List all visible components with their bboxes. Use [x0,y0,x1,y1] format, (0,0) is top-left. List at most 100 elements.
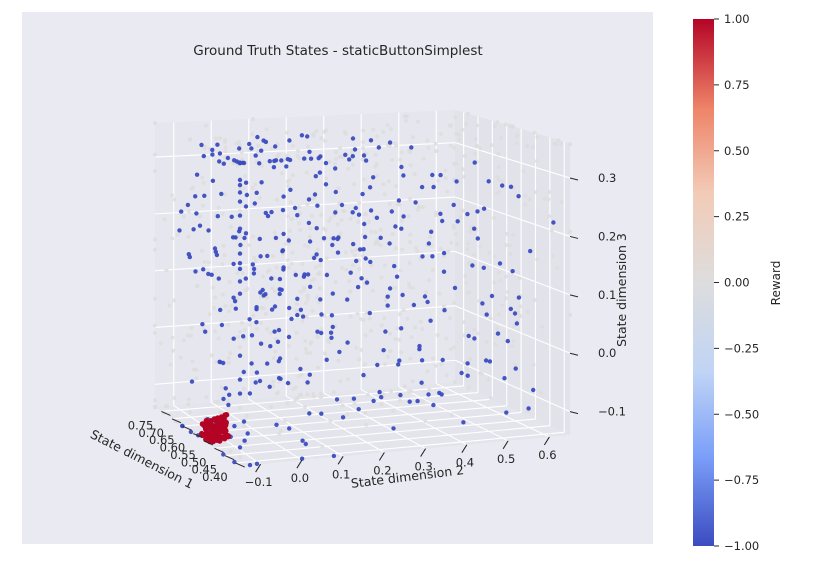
scatter-point [297,221,302,226]
scatter-point [497,261,503,266]
scatter-point [237,229,242,234]
scatter-point [363,256,368,261]
scatter-point [232,299,238,304]
scatter-point [527,197,532,202]
scatter-point [298,289,303,294]
scatter-point [556,138,561,143]
scatter-point [202,146,207,151]
scatter-point [394,184,398,189]
chart-title: Ground Truth States - staticButtonSimple… [193,43,482,59]
scatter-point [479,371,484,376]
scatter-point [395,326,400,331]
scatter-point [257,378,263,384]
z-tick [569,235,579,239]
scatter-point [254,461,260,466]
scatter-point [532,297,537,302]
scatter-point [382,192,387,197]
scatter-point [425,138,430,143]
scatter-point [511,324,516,329]
scatter-point [381,129,386,134]
scatter-point [418,319,423,324]
scatter-point [279,287,284,292]
scatter-point [472,160,477,165]
scatter-point [369,263,374,268]
scatter-point [448,347,453,352]
scatter-point [272,304,278,309]
scatter-point [393,224,398,229]
scatter-point [317,263,322,268]
scatter-point [299,456,305,461]
scatter-point [407,399,412,404]
scatter-point [302,156,307,161]
scatter-point [279,158,284,163]
scatter-point [217,151,223,156]
scatter-point [425,299,430,305]
scatter-point [355,284,361,290]
scatter-point [170,335,175,340]
scatter-point [362,212,367,217]
scatter-point [275,339,281,344]
scatter-point [237,213,243,218]
scatter-point [202,420,209,427]
scatter-point [187,254,192,260]
scatter-point [294,308,299,313]
scatter-point [207,312,212,317]
scatter-point [295,296,300,301]
scatter-point [389,209,394,214]
scatter-point [319,411,324,416]
scatter-point [488,316,493,321]
scatter-point [277,276,283,282]
scatter-point [223,138,228,142]
scatter-point [324,176,329,181]
scatter-point [237,345,242,350]
scatter-point [534,159,539,164]
y-tick [296,459,303,469]
scatter-point [429,229,434,234]
scatter-point [364,280,370,285]
scatter-point [484,340,489,344]
scatter-point [276,375,282,381]
scatter-point [181,214,186,219]
scatter-point [498,278,503,283]
scatter-point [210,147,215,153]
scatter-point [330,242,335,248]
colorbar-tick-label: −1.00 [724,539,759,553]
scatter-point [352,253,357,258]
scatter-point [387,286,393,291]
scatter-point [438,246,443,251]
scatter-point [287,138,292,143]
scatter-point [446,249,451,254]
scatter-point [334,157,339,161]
scatter-point [363,158,369,163]
scatter-point [210,152,215,157]
scatter-point [199,248,204,253]
scatter-point [239,150,244,155]
scatter-point [274,422,279,427]
scatter-point [236,335,241,339]
scatter-point [399,164,404,170]
scatter-point [305,293,310,298]
scatter-point [223,304,228,309]
grid-line [436,383,550,438]
scatter-point [486,179,491,184]
scatter-point [340,415,346,420]
scatter-point [547,190,552,195]
scatter-point [409,389,414,394]
scatter-point [226,402,231,408]
scatter-point [221,396,226,402]
scatter-point [317,170,323,175]
scatter-point [216,399,221,404]
scatter-point [559,200,564,204]
scatter-point [492,280,497,285]
scatter-point [217,159,222,164]
scatter-point [277,432,282,436]
scatter-point [345,377,350,382]
scatter-point [361,318,366,323]
scatter-point [298,227,303,232]
x-tick-label: 0.50 [181,455,207,469]
scatter-point [492,124,497,129]
scatter-point [399,226,404,231]
colorbar [693,19,714,546]
scatter-point [311,255,317,261]
y-tick-label: 0.5 [497,452,515,466]
